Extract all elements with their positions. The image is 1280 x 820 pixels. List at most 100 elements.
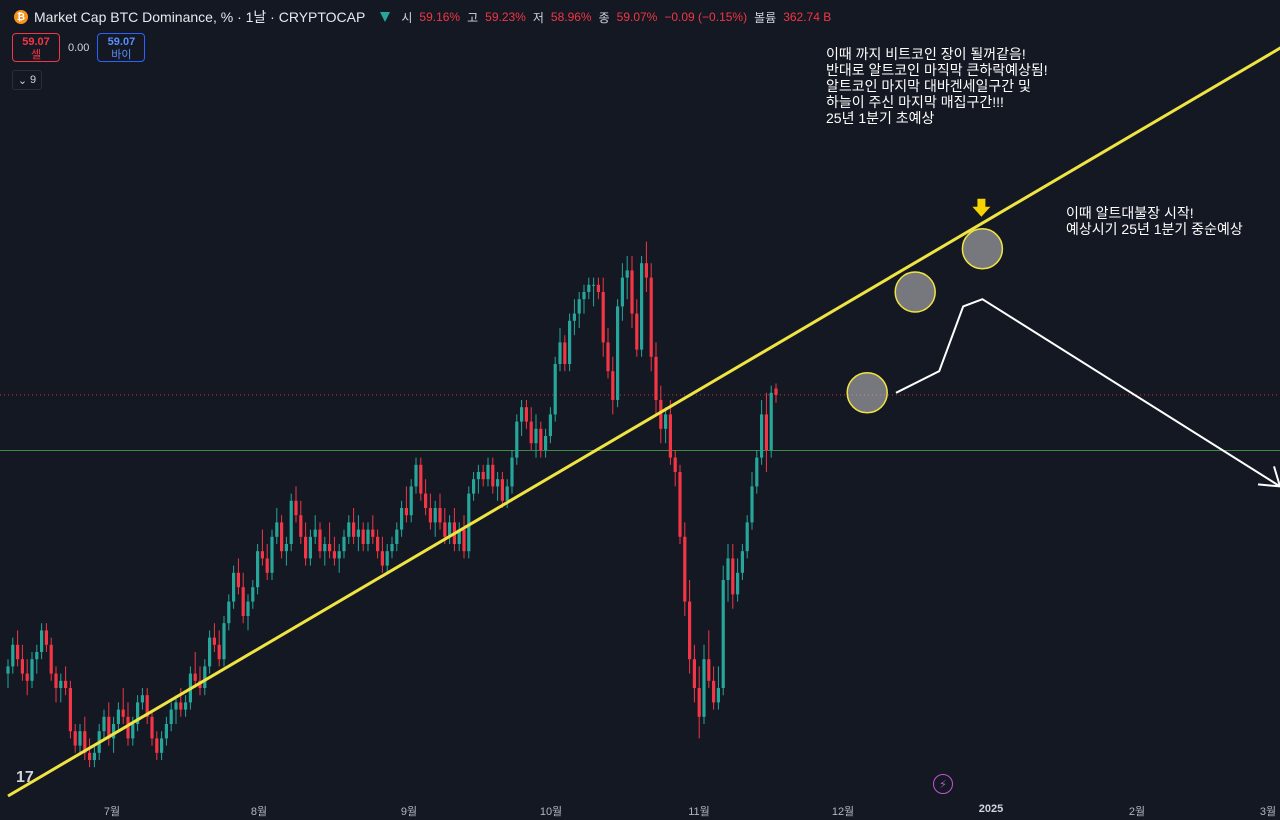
candle-body <box>390 544 394 552</box>
candle-body <box>49 644 53 674</box>
candle-body <box>467 493 471 552</box>
candle-body <box>438 508 442 523</box>
candle-body <box>275 522 279 537</box>
sell-button[interactable]: 59.07 셀 <box>12 33 60 62</box>
close-label: 종 <box>598 10 610 25</box>
candle-body <box>212 637 216 645</box>
candle-body <box>102 716 106 732</box>
candle-body <box>731 558 735 595</box>
projection-path <box>895 298 1280 488</box>
top-note-line: 반대로 알트코인 마직막 큰하락예상됨! <box>826 62 1048 78</box>
indicators-toggle[interactable]: ⌄ 9 <box>12 70 42 90</box>
candle-body <box>299 515 303 537</box>
candle-body <box>462 529 466 552</box>
x-tick-label: 10월 <box>539 806 563 818</box>
candle-body <box>361 529 365 544</box>
x-tick-label: 2025 <box>978 803 1004 815</box>
close-value: 59.07% <box>616 10 658 24</box>
candle-body <box>73 731 77 746</box>
lightning-icon[interactable]: ⚡ <box>933 774 953 794</box>
high-value: 59.23% <box>485 10 526 24</box>
candle-body <box>697 688 701 717</box>
candle-body <box>184 702 188 710</box>
candle-body <box>313 529 317 537</box>
candle-body <box>606 342 610 372</box>
candle-body <box>649 277 653 357</box>
candle-body <box>54 673 58 688</box>
candle-body <box>371 529 375 537</box>
candle-body <box>160 738 164 753</box>
candle-body <box>630 270 634 314</box>
symbol-title[interactable]: Market Cap BTC Dominance, % · 1날 · CRYPT… <box>34 9 366 25</box>
top-annotation: 이때 까지 비트코인 장이 될꺼같음! 반대로 알트코인 마직막 큰하락예상됨!… <box>826 46 1048 126</box>
candle-body <box>625 270 629 278</box>
tradingview-logo: 17 <box>16 769 34 786</box>
x-tick-label: 7월 <box>103 806 121 818</box>
candle-body <box>68 688 72 732</box>
candle-body <box>496 479 500 487</box>
candle-body <box>774 388 778 395</box>
volume-label: 볼륨 <box>754 10 777 25</box>
candle-body <box>289 500 293 544</box>
candle-body <box>534 428 538 444</box>
candle-body <box>563 342 567 364</box>
candle-body <box>721 580 725 688</box>
candle-body <box>270 536 274 573</box>
candle-body <box>241 587 245 616</box>
candle-body <box>380 551 384 566</box>
candle-body <box>356 529 360 537</box>
candle-body <box>164 724 168 739</box>
candle-body <box>544 436 548 451</box>
candle-body <box>424 493 428 508</box>
x-tick-label: 2월 <box>1128 806 1146 818</box>
candle-body <box>40 630 44 652</box>
change-value: −0.09 (−0.15%) <box>664 10 748 24</box>
candle-body <box>92 752 96 760</box>
candle-body <box>620 277 624 307</box>
candle-body <box>352 522 356 537</box>
candle-body <box>443 522 447 537</box>
highlight-circle <box>961 228 1004 270</box>
candle-body <box>251 587 255 602</box>
candle-body <box>539 428 543 451</box>
candle-body <box>548 414 552 436</box>
candle-body <box>376 536 380 552</box>
candle-body <box>342 536 346 552</box>
candle-body <box>712 680 716 703</box>
candle-body <box>688 601 692 660</box>
candle-body <box>236 572 240 588</box>
candle-body <box>284 544 288 552</box>
candle-body <box>740 551 744 573</box>
candle-body <box>481 472 485 480</box>
candle-body <box>529 421 533 444</box>
candle-body <box>428 508 432 523</box>
x-tick-label: 11월 <box>688 806 710 818</box>
candle-body <box>328 544 332 552</box>
candle-body <box>140 695 144 703</box>
candle-body <box>433 508 437 523</box>
candle-body <box>208 637 212 667</box>
candle-body <box>486 464 490 480</box>
candle-body <box>6 666 10 674</box>
candle-body <box>232 572 236 602</box>
candle-body <box>683 536 687 602</box>
candle-body <box>644 263 648 278</box>
candle-body <box>558 342 562 364</box>
candle-body <box>654 356 658 400</box>
candle-body <box>524 407 528 422</box>
x-tick-label: 3월 <box>1259 806 1277 818</box>
candle-body <box>304 536 308 559</box>
candle-body <box>64 680 68 688</box>
candle-body <box>150 716 154 739</box>
candle-body <box>126 716 130 739</box>
candle-body <box>702 659 706 717</box>
candle-body <box>332 551 336 559</box>
candle-body <box>260 551 264 559</box>
buy-button[interactable]: 59.07 바이 <box>97 33 146 62</box>
candle-body <box>222 623 226 660</box>
candle-body <box>78 731 82 746</box>
right-annotation: 이때 알트대불장 시작! 예상시기 25년 1분기 중순예상 <box>1066 205 1243 237</box>
candle-body <box>409 486 413 516</box>
candle-body <box>659 400 663 429</box>
